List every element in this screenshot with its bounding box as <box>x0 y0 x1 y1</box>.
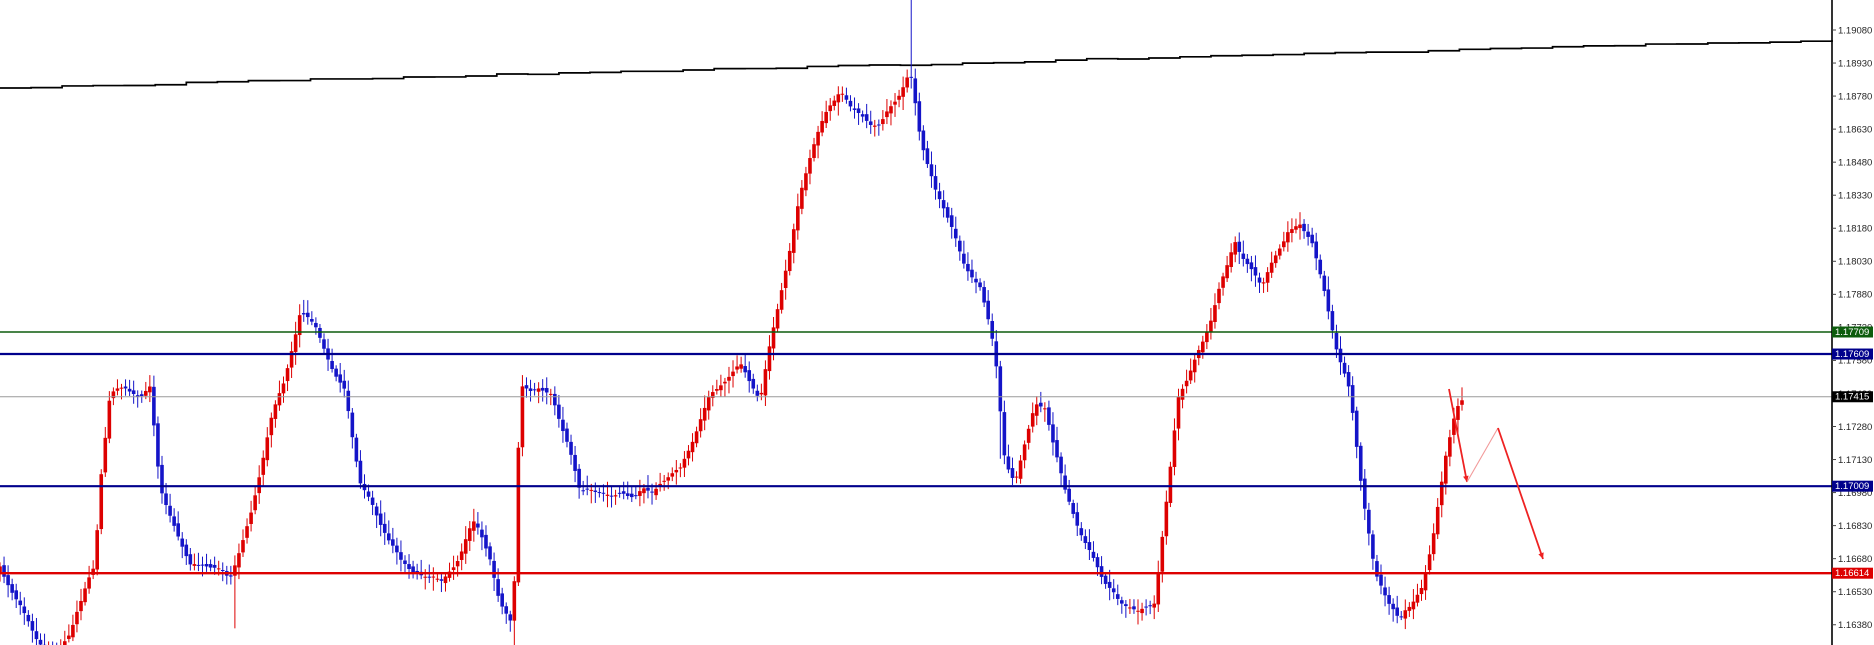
svg-text:1.16380: 1.16380 <box>1838 620 1872 631</box>
svg-text:1.17609: 1.17609 <box>1835 349 1869 360</box>
svg-text:1.16830: 1.16830 <box>1838 521 1872 532</box>
svg-text:1.18330: 1.18330 <box>1838 191 1872 202</box>
svg-text:1.18180: 1.18180 <box>1838 224 1872 235</box>
svg-text:1.17415: 1.17415 <box>1835 392 1869 403</box>
svg-text:1.18930: 1.18930 <box>1838 58 1872 69</box>
svg-text:1.17130: 1.17130 <box>1838 455 1872 466</box>
svg-text:1.18480: 1.18480 <box>1838 157 1872 168</box>
svg-text:1.17280: 1.17280 <box>1838 422 1872 433</box>
svg-text:1.18630: 1.18630 <box>1838 124 1872 135</box>
svg-text:1.19080: 1.19080 <box>1838 25 1872 36</box>
svg-text:1.18030: 1.18030 <box>1838 257 1872 268</box>
svg-text:1.17709: 1.17709 <box>1835 327 1869 338</box>
svg-text:1.16530: 1.16530 <box>1838 587 1872 598</box>
svg-text:1.16614: 1.16614 <box>1835 568 1869 579</box>
svg-text:1.18780: 1.18780 <box>1838 91 1872 102</box>
svg-text:1.17880: 1.17880 <box>1838 290 1872 301</box>
svg-text:1.17009: 1.17009 <box>1835 481 1869 492</box>
svg-text:1.16680: 1.16680 <box>1838 554 1872 565</box>
